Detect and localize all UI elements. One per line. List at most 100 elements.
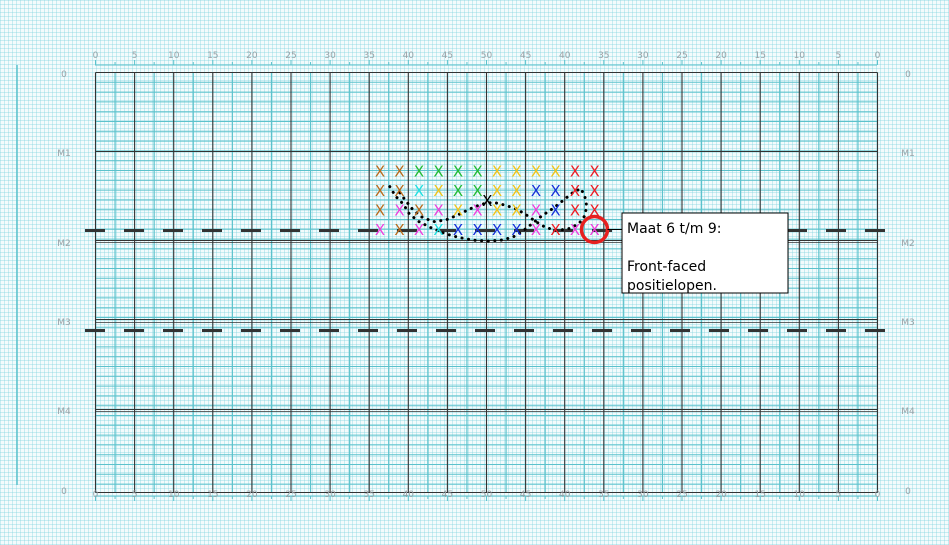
- bottom-scale-label: 20: [246, 490, 258, 500]
- performer-marker-brown: X: [394, 163, 404, 181]
- row-label-right-end: 0: [905, 487, 911, 497]
- performer-marker-yellow: X: [433, 182, 443, 200]
- performer-marker-green: X: [433, 163, 443, 181]
- performer-marker-magenta: X: [375, 221, 385, 239]
- note-line-4: positielopen.: [627, 278, 717, 294]
- performer-marker-magenta: X: [414, 221, 424, 239]
- performer-marker-red: X: [589, 182, 599, 200]
- performer-marker-red: X: [589, 202, 599, 220]
- bottom-scale: 0 5 10 15 20 25 30 35 40 45 50 45 40 35 30 25 20 15 10 5 0: [93, 490, 881, 501]
- bottom-scale-label: 15: [754, 490, 765, 500]
- top-scale-label: 45: [520, 51, 531, 61]
- note-line-1: Maat 6 t/m 9:: [627, 221, 721, 237]
- bottom-scale-label: 30: [637, 490, 649, 500]
- performer-marker-yellow: X: [492, 182, 502, 200]
- performer-marker-magenta: X: [589, 221, 599, 239]
- row-label-right-m4: M4: [901, 407, 915, 417]
- bottom-scale-label: 10: [168, 490, 180, 500]
- note-line-3: Front-faced: [627, 259, 706, 275]
- bottom-scale-label: 0: [93, 490, 99, 500]
- performer-marker-green: X: [472, 182, 482, 200]
- performer-marker-magenta: X: [570, 221, 580, 239]
- top-scale-label: 45: [442, 51, 453, 61]
- performer-marker-brown: X: [414, 202, 424, 220]
- performer-marker-magenta: X: [394, 202, 404, 220]
- note-box: Maat 6 t/m 9: Front-faced positielopen.: [621, 212, 789, 294]
- performer-marker-green: X: [414, 163, 424, 181]
- performer-marker-yellow: X: [453, 202, 463, 220]
- performer-marker-blue: X: [550, 202, 560, 220]
- performer-marker-brown: X: [375, 182, 385, 200]
- performer-marker-blue: X: [492, 221, 502, 239]
- performer-marker-blue: X: [531, 182, 541, 200]
- top-scale-label: 15: [754, 51, 765, 61]
- bottom-scale-label: 35: [598, 490, 609, 500]
- top-scale-label: 25: [285, 51, 296, 61]
- row-labels: 0 M1 M2 M3 M4 0 0 M1 M2 M3 M4 0: [57, 70, 915, 497]
- top-scale-label: 35: [598, 51, 609, 61]
- top-scale-label: 35: [363, 51, 374, 61]
- performer-marker-red: X: [589, 163, 599, 181]
- top-scale-label: 15: [207, 51, 218, 61]
- top-scale-label: 30: [637, 51, 649, 61]
- performer-marker-magenta: X: [531, 221, 541, 239]
- performer-marker-black: X: [482, 192, 492, 210]
- performer-marker-yellow: X: [492, 202, 502, 220]
- bottom-scale-label: 40: [559, 490, 571, 500]
- performer-marker-yellow: X: [531, 163, 541, 181]
- performer-marker-brown: X: [394, 182, 404, 200]
- performer-marker-green: X: [453, 163, 463, 181]
- bottom-scale-label: 5: [836, 490, 842, 500]
- performer-marker-magenta: X: [472, 202, 482, 220]
- performer-marker-brown: X: [375, 163, 385, 181]
- row-label-left-m1: M1: [57, 149, 71, 159]
- row-label-left-m2: M2: [57, 239, 71, 249]
- top-scale-label: 25: [676, 51, 687, 61]
- bottom-scale-label: 15: [207, 490, 218, 500]
- performer-marker-brown: X: [394, 221, 404, 239]
- top-scale-label: 40: [403, 51, 415, 61]
- top-scale-label: 10: [168, 51, 180, 61]
- bottom-scale-label: 45: [520, 490, 531, 500]
- performer-marker-yellow: X: [511, 202, 521, 220]
- bottom-scale-label: 25: [285, 490, 296, 500]
- bottom-scale-label: 45: [442, 490, 453, 500]
- performer-marker-blue: X: [472, 221, 482, 239]
- performer-marker-magenta: X: [531, 202, 541, 220]
- bottom-scale-label: 25: [676, 490, 687, 500]
- bottom-scale-label: 10: [794, 490, 806, 500]
- performer-marker-yellow: X: [550, 163, 560, 181]
- top-scale-label: 5: [836, 51, 842, 61]
- row-label-left-m3: M3: [57, 318, 71, 328]
- performer-marker-yellow: X: [511, 182, 521, 200]
- performer-marker-red: X: [570, 202, 580, 220]
- row-label-left-end: 0: [61, 487, 67, 497]
- top-scale-label: 30: [324, 51, 336, 61]
- row-label-right-m1: M1: [901, 149, 915, 159]
- performer-marker-yellow: X: [511, 163, 521, 181]
- performer-marker-blue: X: [511, 221, 521, 239]
- performer-marker-red: X: [550, 221, 560, 239]
- bottom-scale-label: 30: [324, 490, 336, 500]
- row-label-right-m3: M3: [901, 318, 915, 328]
- performer-marker-green: X: [472, 163, 482, 181]
- bottom-scale-label: 0: [875, 490, 881, 500]
- top-scale-label: 0: [93, 51, 99, 61]
- top-scale-label: 20: [715, 51, 727, 61]
- performer-marker-blue: X: [550, 182, 560, 200]
- performer-marker-magenta: X: [433, 202, 443, 220]
- performer-marker-red: X: [570, 182, 580, 200]
- performer-marker-red: X: [570, 163, 580, 181]
- bottom-scale-label: 50: [481, 490, 493, 500]
- performer-marker-brown: X: [375, 202, 385, 220]
- performer-marker-yellow: X: [492, 163, 502, 181]
- performer-marker-cyan: X: [414, 182, 424, 200]
- performer-marker-blue: X: [453, 221, 463, 239]
- top-scale-label: 5: [132, 51, 138, 61]
- performer-marker-green: X: [453, 182, 463, 200]
- top-scale-label: 0: [875, 51, 881, 61]
- bottom-scale-label: 20: [715, 490, 727, 500]
- row-label-right-m2: M2: [901, 239, 915, 249]
- bottom-scale-label: 40: [403, 490, 415, 500]
